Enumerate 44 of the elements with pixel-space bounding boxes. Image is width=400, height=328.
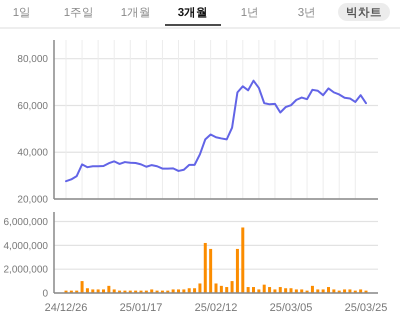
y-tick-label: 80,000	[17, 54, 48, 66]
text: 3년	[298, 7, 316, 20]
bar	[188, 288, 191, 293]
bar	[193, 288, 196, 293]
bar	[86, 288, 89, 293]
bar	[198, 283, 202, 293]
x-tick-label: 25/02/12	[194, 302, 238, 314]
bar	[220, 286, 223, 293]
bar	[290, 288, 292, 293]
x-tick-label: 25/03/05	[270, 302, 312, 314]
y-tick-label: 6,000,000	[4, 217, 48, 228]
text: 빅차트	[346, 6, 382, 20]
bar	[236, 248, 239, 293]
y-tick-label: 40,000	[17, 148, 48, 159]
text: 1일	[12, 7, 32, 20]
bar	[107, 286, 110, 293]
bar	[268, 287, 272, 293]
x-tick-label: 25/03/25	[344, 302, 388, 314]
bar	[80, 281, 84, 293]
bar	[241, 227, 244, 293]
bar	[214, 283, 218, 293]
bar	[204, 242, 207, 293]
bar	[246, 287, 250, 293]
bar	[209, 248, 212, 293]
x-tick-label: 25/01/17	[120, 302, 162, 314]
y-tick-label: 2,000,000	[4, 264, 48, 276]
bar	[262, 284, 266, 293]
y-tick-label: 4,000,000	[4, 240, 48, 252]
text: 3개월	[178, 6, 208, 20]
bar	[284, 288, 288, 293]
y-tick-label: 20,000	[17, 194, 48, 206]
text: 1년	[240, 7, 260, 20]
bar	[327, 287, 330, 293]
bar	[310, 286, 314, 293]
bar	[225, 287, 228, 293]
text: 1주일	[64, 7, 94, 20]
bar	[252, 287, 255, 293]
bar	[230, 281, 234, 293]
bar	[278, 287, 282, 293]
y-tick-label: 0	[42, 288, 48, 300]
y-tick-label: 60,000	[17, 100, 48, 112]
line-series	[65, 80, 367, 182]
text: 1개월	[120, 7, 152, 20]
x-tick-label: 24/12/26	[44, 302, 88, 314]
